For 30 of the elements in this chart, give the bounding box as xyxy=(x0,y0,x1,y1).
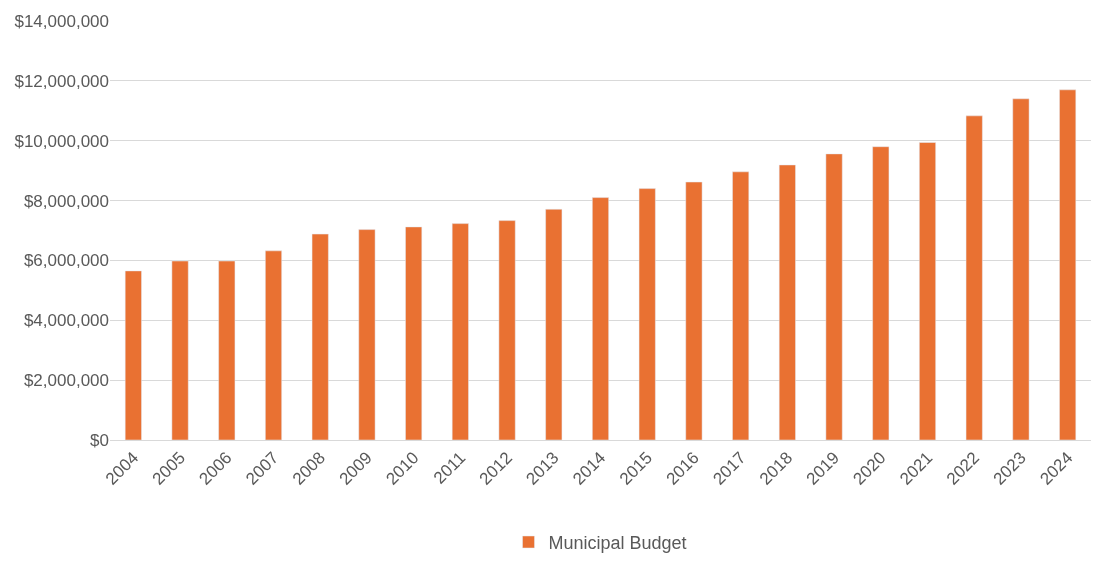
bar xyxy=(778,164,796,440)
y-tick-label: $4,000,000 xyxy=(23,311,109,331)
bar xyxy=(498,220,516,440)
y-tick-label: $2,000,000 xyxy=(23,371,109,391)
y-tick-label: $14,000,000 xyxy=(14,11,109,31)
bar xyxy=(405,226,423,440)
bar xyxy=(545,209,563,440)
bar xyxy=(1012,98,1030,440)
bar xyxy=(451,223,469,440)
bar xyxy=(171,260,189,440)
y-tick-label: $12,000,000 xyxy=(14,71,109,91)
y-tick-label: $6,000,000 xyxy=(23,251,109,271)
bar xyxy=(265,250,282,440)
bar xyxy=(638,188,656,440)
bar xyxy=(358,229,376,440)
y-tick-label: $0 xyxy=(90,430,109,450)
y-tick-label: $8,000,000 xyxy=(23,191,109,211)
bar xyxy=(218,260,236,440)
bar xyxy=(872,146,890,440)
bar xyxy=(685,181,703,440)
bar xyxy=(592,197,609,440)
legend-label: Municipal Budget xyxy=(548,533,687,554)
bar xyxy=(124,270,142,440)
bar xyxy=(732,171,750,440)
bar xyxy=(1059,89,1077,440)
bar xyxy=(311,233,329,440)
y-tick-label: $10,000,000 xyxy=(14,131,109,151)
bar xyxy=(965,115,983,440)
bar xyxy=(825,153,843,440)
bar xyxy=(919,142,936,440)
